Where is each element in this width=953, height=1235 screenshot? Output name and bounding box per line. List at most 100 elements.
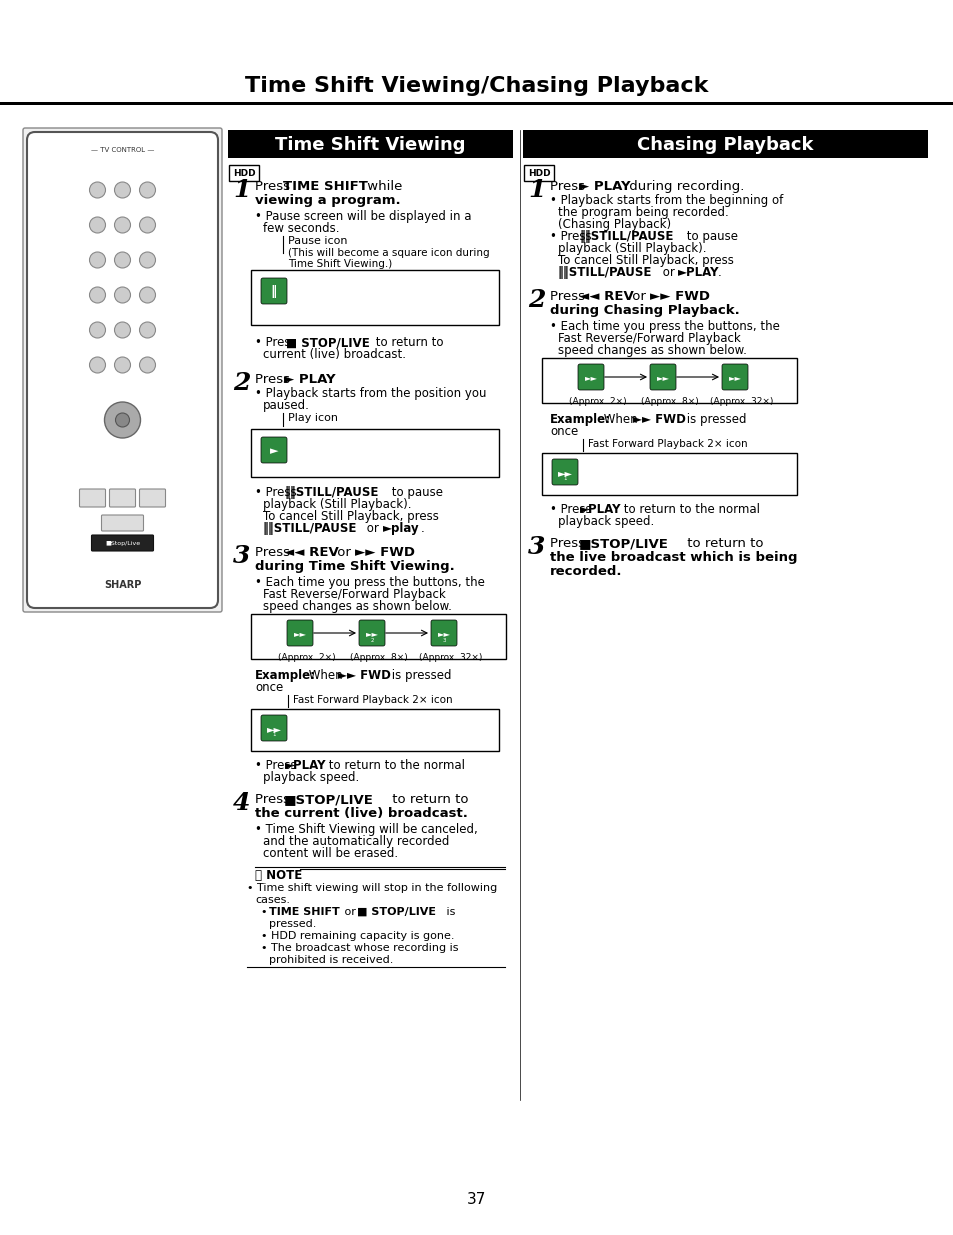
FancyBboxPatch shape: [358, 620, 385, 646]
Text: ►► FWD: ►► FWD: [649, 290, 709, 303]
Text: 1: 1: [562, 477, 566, 482]
Text: ►PLAY: ►PLAY: [678, 266, 719, 279]
Text: 2: 2: [527, 288, 545, 312]
Text: ►►: ►►: [728, 373, 740, 383]
Text: ‖‖STILL/PAUSE: ‖‖STILL/PAUSE: [263, 522, 357, 535]
Text: Fast Forward Playback 2× icon: Fast Forward Playback 2× icon: [587, 438, 747, 450]
FancyBboxPatch shape: [110, 489, 135, 508]
Text: playback (Still Playback).: playback (Still Playback).: [558, 242, 706, 254]
Text: • Each time you press the buttons, the: • Each time you press the buttons, the: [254, 576, 484, 589]
Text: (Approx. 32×): (Approx. 32×): [418, 653, 482, 662]
FancyBboxPatch shape: [287, 620, 313, 646]
FancyBboxPatch shape: [261, 437, 287, 463]
Text: the current (live) broadcast.: the current (live) broadcast.: [254, 806, 467, 820]
Text: ■STOP/LIVE: ■STOP/LIVE: [578, 537, 668, 550]
FancyBboxPatch shape: [79, 489, 106, 508]
FancyBboxPatch shape: [27, 132, 218, 608]
Text: Fast Reverse/Forward Playback: Fast Reverse/Forward Playback: [263, 588, 445, 601]
Bar: [541, 453, 796, 495]
Text: once: once: [254, 680, 283, 694]
Text: Time Shift Viewing/Chasing Playback: Time Shift Viewing/Chasing Playback: [245, 77, 708, 96]
Circle shape: [139, 217, 155, 233]
Text: (Approx. 8×): (Approx. 8×): [640, 396, 698, 406]
Text: to return to: to return to: [388, 793, 468, 806]
Text: is: is: [442, 906, 455, 918]
Text: — TV CONTROL —: — TV CONTROL —: [91, 147, 154, 153]
Text: 3: 3: [442, 638, 445, 643]
FancyBboxPatch shape: [261, 715, 287, 741]
Text: recorded.: recorded.: [550, 564, 622, 578]
Text: or: or: [333, 546, 355, 559]
Text: • Time shift viewing will stop in the following: • Time shift viewing will stop in the fo…: [247, 883, 497, 893]
Text: ►: ►: [270, 446, 278, 456]
Text: ► PLAY: ► PLAY: [284, 373, 335, 387]
Text: ■ STOP/LIVE: ■ STOP/LIVE: [286, 336, 370, 350]
Text: SHARP: SHARP: [104, 580, 141, 590]
Text: ‖‖STILL/PAUSE: ‖‖STILL/PAUSE: [558, 266, 652, 279]
Text: Example:: Example:: [550, 412, 610, 426]
Text: ◄◄ REV: ◄◄ REV: [578, 290, 633, 303]
Text: during Chasing Playback.: during Chasing Playback.: [550, 304, 739, 317]
FancyBboxPatch shape: [91, 535, 153, 551]
Text: When: When: [599, 412, 640, 426]
FancyBboxPatch shape: [649, 364, 676, 390]
Text: To cancel Still Playback, press: To cancel Still Playback, press: [263, 510, 438, 522]
Text: Press: Press: [254, 373, 294, 387]
Text: 4: 4: [233, 790, 250, 815]
Text: few seconds.: few seconds.: [263, 222, 339, 235]
Circle shape: [114, 182, 131, 198]
Text: ‖: ‖: [271, 285, 276, 299]
Bar: [541, 358, 796, 403]
FancyBboxPatch shape: [523, 165, 554, 182]
FancyBboxPatch shape: [261, 278, 287, 304]
Text: is pressed: is pressed: [682, 412, 745, 426]
Text: Chasing Playback: Chasing Playback: [637, 136, 813, 154]
Bar: [251, 709, 498, 751]
Circle shape: [139, 287, 155, 303]
Text: or: or: [363, 522, 382, 535]
Circle shape: [114, 217, 131, 233]
Text: Press: Press: [254, 180, 294, 193]
Text: ‖‖STILL/PAUSE: ‖‖STILL/PAUSE: [579, 230, 674, 243]
Text: ► PLAY: ► PLAY: [578, 180, 630, 193]
FancyBboxPatch shape: [552, 459, 578, 485]
Bar: [0, 103, 953, 105]
Text: • Press: • Press: [254, 487, 300, 499]
Text: HDD: HDD: [527, 168, 550, 178]
Text: to pause: to pause: [682, 230, 738, 243]
Circle shape: [115, 412, 130, 427]
Text: • HDD remaining capacity is gone.: • HDD remaining capacity is gone.: [261, 931, 454, 941]
Text: HDD: HDD: [233, 168, 255, 178]
Circle shape: [90, 252, 106, 268]
Text: playback speed.: playback speed.: [263, 771, 359, 784]
Text: to return to the normal: to return to the normal: [325, 760, 464, 772]
Text: •: •: [261, 906, 271, 918]
Text: ‖‖STILL/PAUSE: ‖‖STILL/PAUSE: [285, 487, 379, 499]
Text: .: .: [328, 373, 332, 387]
Text: ►► FWD: ►► FWD: [355, 546, 415, 559]
Text: ⎙ NOTE: ⎙ NOTE: [254, 869, 302, 882]
FancyBboxPatch shape: [229, 165, 258, 182]
Bar: [522, 130, 927, 158]
Text: (Approx. 8×): (Approx. 8×): [350, 653, 407, 662]
Text: Play icon: Play icon: [288, 412, 337, 424]
Bar: [251, 429, 498, 477]
Text: once: once: [550, 425, 578, 438]
Text: current (live) broadcast.: current (live) broadcast.: [263, 348, 406, 361]
Circle shape: [90, 322, 106, 338]
Text: • Press: • Press: [550, 230, 595, 243]
Text: When: When: [305, 669, 346, 682]
FancyBboxPatch shape: [101, 515, 143, 531]
Text: • The broadcast whose recording is: • The broadcast whose recording is: [261, 944, 458, 953]
Text: • Playback starts from the beginning of: • Playback starts from the beginning of: [550, 194, 782, 207]
Circle shape: [90, 217, 106, 233]
Text: ►►: ►►: [557, 468, 572, 478]
Text: Time Shift Viewing.): Time Shift Viewing.): [288, 259, 392, 269]
Text: pressed.: pressed.: [269, 919, 316, 929]
Text: • Time Shift Viewing will be canceled,: • Time Shift Viewing will be canceled,: [254, 823, 477, 836]
Text: (Approx. 2×): (Approx. 2×): [277, 653, 335, 662]
Text: Press: Press: [550, 180, 589, 193]
Text: (Approx. 2×): (Approx. 2×): [568, 396, 626, 406]
FancyBboxPatch shape: [721, 364, 747, 390]
Text: • Each time you press the buttons, the: • Each time you press the buttons, the: [550, 320, 779, 333]
